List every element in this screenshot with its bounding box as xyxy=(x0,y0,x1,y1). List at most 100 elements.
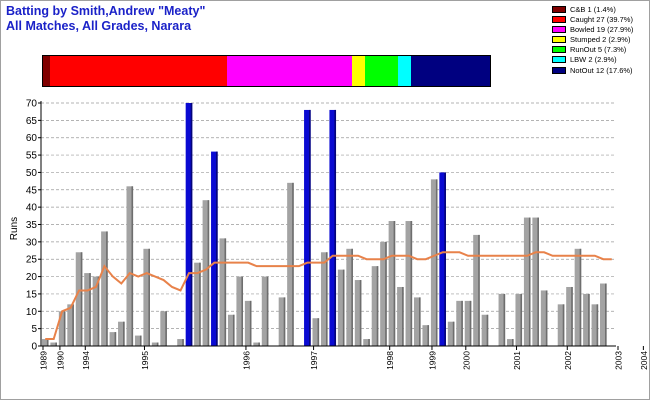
runs-bar xyxy=(67,304,74,346)
runs-bar xyxy=(464,300,472,346)
runs-bar xyxy=(532,217,539,346)
title-line-2: All Matches, All Grades, Narara xyxy=(6,19,192,33)
bar-shadow xyxy=(190,103,193,346)
runs-bar xyxy=(354,280,362,346)
runs-bar xyxy=(583,293,590,346)
y-tick-label: 20 xyxy=(26,272,38,283)
bar-shadow xyxy=(241,276,244,346)
runs-bar xyxy=(456,300,463,346)
bar-shadow xyxy=(402,286,404,346)
bar-shadow xyxy=(359,280,362,346)
bar-shadow xyxy=(444,172,446,346)
legend-label: Stumped 2 (2.9%) xyxy=(570,35,631,45)
runs-bar xyxy=(253,342,260,346)
runs-bar xyxy=(473,234,480,346)
runs-bar xyxy=(371,266,379,346)
not-out-bar xyxy=(439,172,446,346)
x-tick-label: 1995 xyxy=(140,351,150,370)
bar-shadow xyxy=(605,283,607,346)
y-tick-label: 25 xyxy=(26,255,38,266)
runs-bar xyxy=(515,293,523,346)
legend-label: RunOut 5 (7.3%) xyxy=(570,45,627,55)
bar-shadow xyxy=(72,304,74,346)
bar-shadow xyxy=(520,293,523,346)
not-out-bar xyxy=(211,151,218,346)
bar-shadow xyxy=(46,339,49,346)
bar-shadow xyxy=(410,221,413,346)
x-tick-label: 2004 xyxy=(639,351,649,370)
bar-shadow xyxy=(325,252,328,346)
x-tick-label: 2003 xyxy=(614,351,624,370)
legend-swatch xyxy=(552,66,566,74)
bar-shadow xyxy=(486,314,489,346)
bar-shadow xyxy=(461,300,463,346)
title-line-1: Batting by Smith,Andrew "Meaty" xyxy=(6,4,206,18)
runs-bar xyxy=(405,221,413,346)
runs-bar xyxy=(177,339,184,346)
bar-shadow xyxy=(182,339,184,346)
legend-label: C&B 1 (1.4%) xyxy=(570,5,616,14)
runs-bar xyxy=(574,248,582,346)
runs-bar xyxy=(346,248,353,346)
bar-shadow xyxy=(596,304,599,346)
bar-shadow xyxy=(131,186,134,346)
x-tick-label: 2000 xyxy=(461,351,471,370)
x-tick-label: 1989 xyxy=(39,351,49,370)
bar-shadow xyxy=(528,217,531,346)
y-tick-label: 65 xyxy=(26,116,38,127)
runs-bar xyxy=(75,252,83,346)
runs-bar xyxy=(236,276,244,346)
legend-label: LBW 2 (2.9%) xyxy=(570,55,617,65)
bar-shadow xyxy=(55,342,57,346)
runs-bar xyxy=(557,304,565,346)
bar-shadow xyxy=(114,332,117,346)
bar-shadow xyxy=(368,339,370,346)
bar-shadow xyxy=(148,248,150,346)
runs-bar xyxy=(84,273,91,346)
dismissal-segment xyxy=(365,56,398,86)
runs-bar xyxy=(92,276,100,346)
runs-bar xyxy=(540,290,548,346)
runs-bar xyxy=(278,297,286,346)
bar-shadow xyxy=(317,318,320,346)
runs-bar xyxy=(388,221,396,346)
bar-shadow xyxy=(97,276,100,346)
x-tick-label: 1994 xyxy=(81,351,91,370)
runs-bar xyxy=(160,311,167,346)
legend-swatch xyxy=(552,6,566,13)
not-out-bar xyxy=(329,109,337,346)
bar-shadow xyxy=(139,335,142,346)
bar-shadow xyxy=(351,248,353,346)
runs-bar xyxy=(380,241,387,346)
y-tick-label: 35 xyxy=(26,220,38,231)
bar-shadow xyxy=(165,311,167,346)
runs-bar xyxy=(219,238,227,346)
runs-bar xyxy=(244,300,252,346)
y-axis-label: Runs xyxy=(9,217,20,240)
dismissal-proportion-bar xyxy=(42,55,491,87)
y-tick-label: 40 xyxy=(26,203,38,214)
runs-bar xyxy=(312,318,320,346)
y-tick-label: 70 xyxy=(26,99,38,110)
y-tick-label: 55 xyxy=(26,151,38,162)
bar-shadow xyxy=(452,321,455,346)
runs-bar xyxy=(591,304,599,346)
y-tick-label: 15 xyxy=(26,289,38,300)
bar-shadow xyxy=(292,182,294,346)
dismissal-segment xyxy=(351,56,366,86)
bar-shadow xyxy=(588,293,590,346)
runs-bar xyxy=(134,335,142,346)
not-out-bar xyxy=(304,109,311,346)
runs-bar xyxy=(58,311,66,346)
runs-bar xyxy=(320,252,328,346)
bar-shadow xyxy=(342,269,345,346)
bar-shadow xyxy=(537,217,539,346)
bar-shadow xyxy=(224,238,227,346)
dismissal-segment xyxy=(397,56,412,86)
not-out-bar xyxy=(185,103,193,346)
y-tick-label: 10 xyxy=(26,307,38,318)
runs-bar xyxy=(41,339,49,346)
runs-bar xyxy=(600,283,607,346)
bar-shadow xyxy=(283,297,286,346)
runs-bar xyxy=(566,286,573,346)
